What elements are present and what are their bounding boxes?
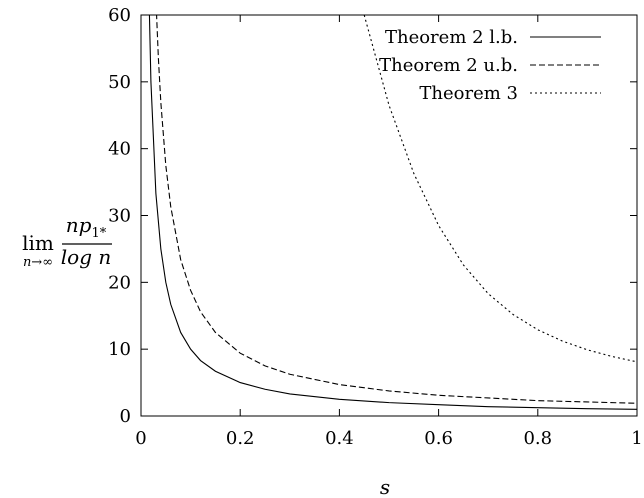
y-label-denominator: log n	[61, 245, 111, 269]
x-tick-label: 0.8	[523, 428, 552, 449]
legend-label: Theorem 2 l.b.	[385, 27, 518, 48]
y-label-limit-sub: n→∞	[23, 255, 53, 270]
x-tick-label: 0.6	[424, 428, 453, 449]
x-tick-label: 0.4	[325, 428, 354, 449]
legend-label: Theorem 3	[419, 83, 518, 104]
x-tick-label: 1	[631, 428, 642, 449]
series-line	[148, 15, 637, 410]
y-tick-label: 40	[108, 139, 131, 160]
legend-label: Theorem 2 u.b.	[379, 55, 518, 76]
y-axis-label: lim n→∞ np1* log n	[22, 213, 112, 270]
y-tick-label: 0	[120, 406, 131, 427]
y-tick-label: 30	[108, 206, 131, 227]
x-tick-label: 0.2	[226, 428, 255, 449]
y-label-lim: lim	[22, 231, 54, 255]
y-label-numerator: np1*	[66, 213, 107, 241]
y-tick-label: 50	[108, 72, 131, 93]
series-line	[156, 15, 637, 404]
y-tick-label: 60	[108, 5, 131, 26]
series-lines	[148, 15, 637, 410]
x-tick-label: 0	[135, 428, 146, 449]
y-tick-label: 10	[108, 339, 131, 360]
legend: Theorem 2 l.b. Theorem 2 u.b. Theorem 3	[379, 27, 601, 104]
x-axis-label: s	[380, 475, 390, 498]
y-tick-label: 20	[108, 272, 131, 293]
